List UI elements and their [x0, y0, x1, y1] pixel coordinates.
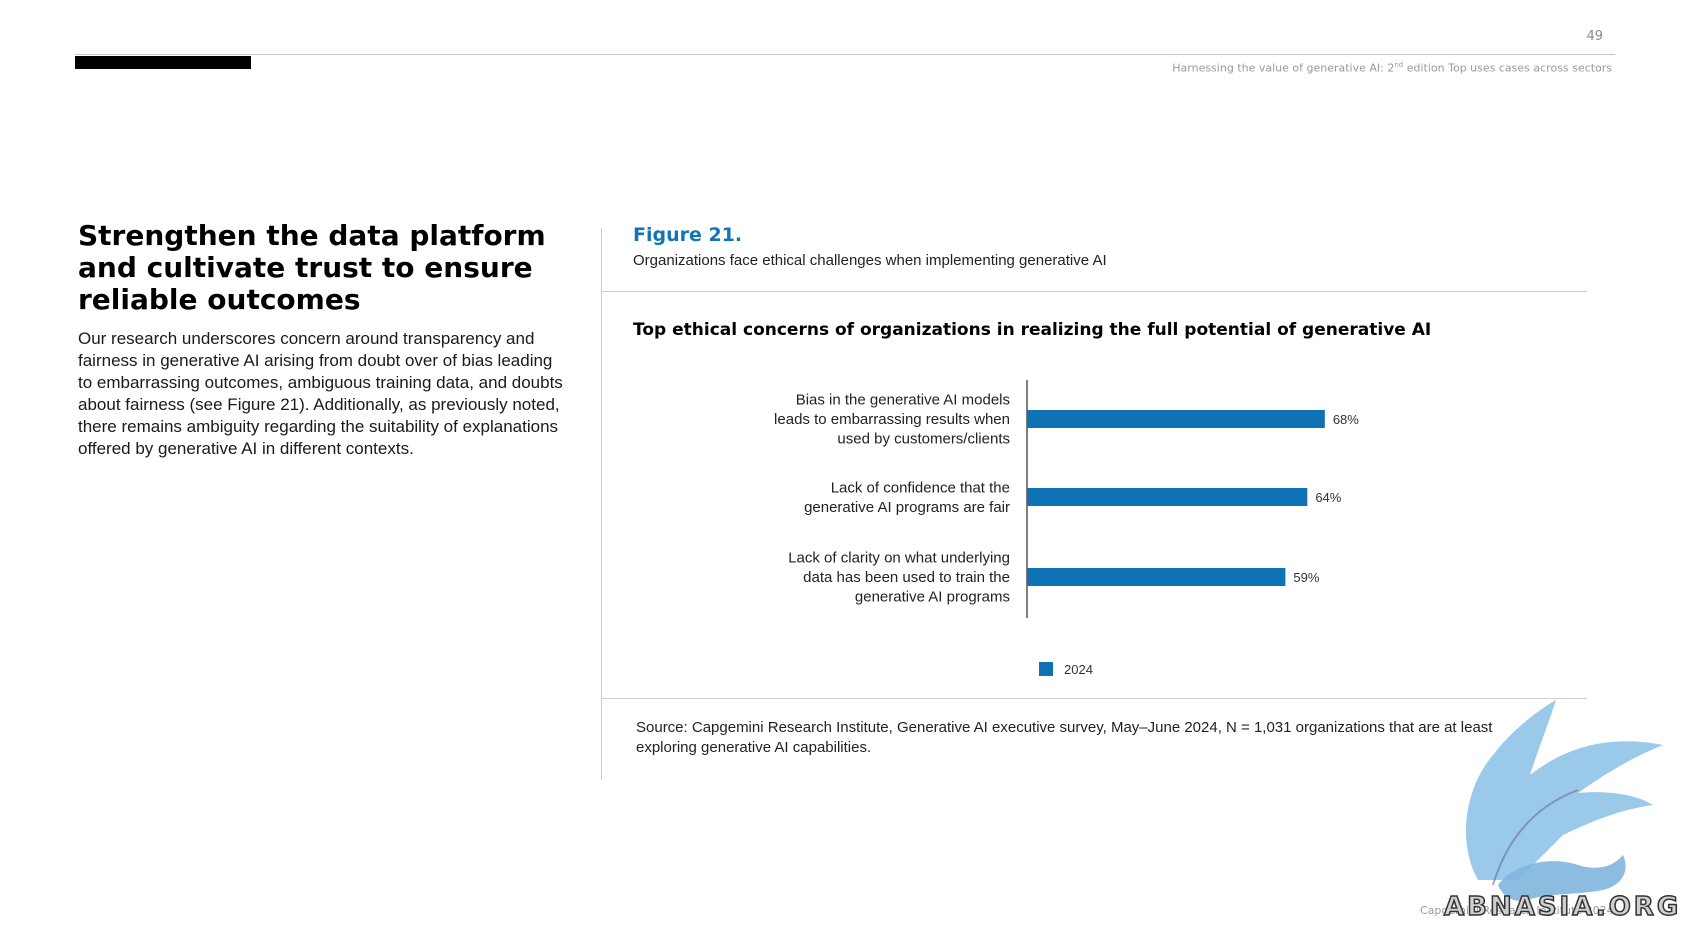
bar-3 — [1027, 568, 1286, 586]
chart-marks: 68% Bias in the generative AI models leads… — [774, 380, 1359, 677]
category-label-1-line-3: used by customers/clients — [837, 431, 1010, 448]
column-divider — [601, 228, 602, 780]
running-header: Harnessing the value of generative AI: 2… — [1172, 61, 1612, 75]
running-header-main: Harnessing the value of generative AI: 2 — [1172, 61, 1395, 75]
legend-swatch-2024 — [1039, 662, 1053, 676]
category-label-1-line-1: Bias in the generative AI models — [796, 392, 1010, 409]
section-title: Strengthen the data platform and cultiva… — [78, 219, 546, 316]
source-note: Source: Capgemini Research Institute, Ge… — [636, 719, 1493, 756]
running-header-rest: edition Top uses cases across sectors — [1403, 61, 1612, 75]
header-rule — [75, 54, 1615, 55]
category-label-3-line-2: data has been used to train the — [803, 569, 1010, 586]
category-label-1-line-2: leads to embarrassing results when — [774, 411, 1010, 428]
category-label-2-line-1: Lack of confidence that the — [831, 479, 1010, 496]
left-column: Strengthen the data platform and cultiva… — [78, 220, 568, 460]
page-number: 49 — [1586, 29, 1603, 44]
chart-title: Top ethical concerns of organizations in… — [633, 320, 1432, 340]
category-label-3-line-1: Lack of clarity on what underlying — [788, 550, 1010, 567]
value-label-2: 64% — [1315, 490, 1341, 505]
bar-2 — [1027, 488, 1308, 506]
figure-label: Figure 21. — [633, 224, 743, 246]
category-label-3-line-3: generative AI programs — [855, 589, 1010, 606]
header-accent-bar — [75, 56, 251, 69]
value-label-3: 59% — [1293, 570, 1319, 585]
value-label-1: 68% — [1333, 412, 1359, 427]
legend-label-2024: 2024 — [1064, 662, 1093, 677]
section-body: Our research underscores concern around … — [78, 329, 563, 458]
page-footer: Capgemini Research Institute 2024 — [1420, 904, 1614, 917]
griffin-watermark-logo — [1466, 700, 1663, 901]
figure-rule-bottom — [601, 698, 1587, 699]
watermark-text: ABNASIA.ORG — [1443, 891, 1682, 923]
running-header-sup: nd — [1394, 61, 1404, 69]
figure-caption: Organizations face ethical challenges wh… — [633, 252, 1107, 269]
bar-1 — [1027, 410, 1325, 428]
category-label-2-line-2: generative AI programs are fair — [804, 499, 1010, 516]
figure-rule-top — [601, 291, 1587, 292]
